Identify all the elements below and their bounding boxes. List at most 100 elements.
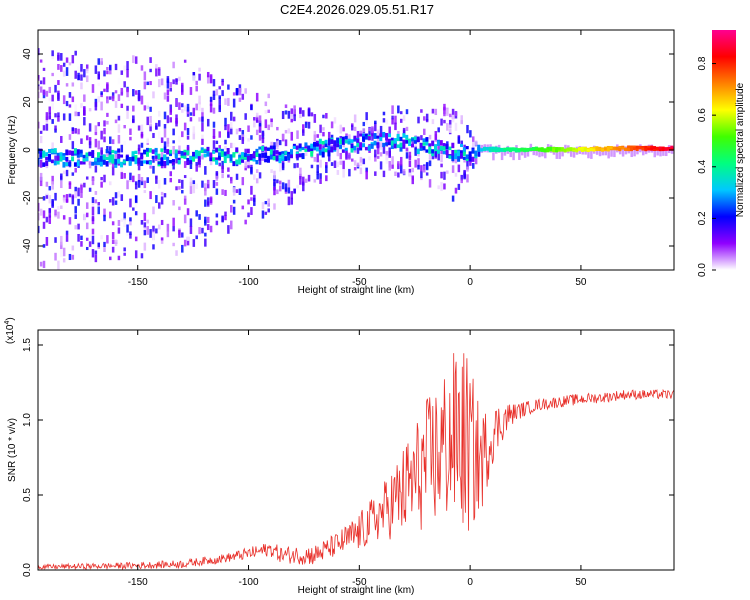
- spectrogram-cell: [304, 128, 308, 133]
- spectrogram-cell: [235, 159, 239, 165]
- spectrogram-cell: [85, 64, 89, 71]
- spectrogram-cell: [143, 242, 147, 251]
- spectrogram-cell: [180, 153, 184, 159]
- spectrogram-cell: [321, 140, 325, 145]
- spectrogram-cell: [120, 194, 124, 201]
- spectrogram-cell: [396, 144, 400, 148]
- spectrogram-cell: [181, 109, 184, 113]
- spectrogram-cell: [255, 160, 259, 165]
- spectrogram-cell: [500, 152, 504, 161]
- spectrogram-cell: [38, 212, 40, 221]
- spectrogram-cell: [68, 92, 72, 98]
- spectrogram-cell: [48, 186, 52, 191]
- spectrogram-cell: [230, 142, 233, 149]
- spectrogram-cell: [290, 131, 294, 141]
- spectrogram-cell: [201, 122, 204, 132]
- spectrogram-cell: [607, 150, 610, 159]
- spectrogram-cell: [172, 145, 175, 155]
- spectrogram-cell: [126, 69, 129, 78]
- spectrogram-cell: [258, 156, 262, 161]
- spectrogram-cell: [212, 135, 216, 140]
- spectrogram-cell: [443, 106, 446, 115]
- spectrogram-cell: [247, 165, 250, 169]
- spectrogram-cell: [178, 145, 181, 152]
- spectrogram-cell: [647, 145, 651, 149]
- spectrogram-cell: [250, 105, 253, 111]
- spectrogram-cell: [45, 156, 49, 161]
- spectrogram-cell: [134, 150, 138, 155]
- spectrogram-cell: [459, 144, 463, 148]
- spectrogram-cell: [635, 148, 639, 152]
- spectrogram-cell: [365, 167, 368, 173]
- spectrogram-cell: [197, 156, 201, 162]
- spectrogram-cell: [382, 111, 386, 116]
- spectrogram-cell: [255, 148, 259, 155]
- spectrogram-cell: [186, 208, 190, 216]
- spectrogram-cell: [431, 149, 435, 154]
- spectrogram-cell: [111, 166, 115, 176]
- spectrogram-cell: [38, 91, 40, 99]
- spectrogram-cell: [276, 189, 279, 195]
- spectrogram-cell: [503, 147, 507, 151]
- spectrogram-cell: [143, 105, 147, 111]
- spectrogram-cell: [65, 67, 69, 76]
- spectrogram-cell: [181, 103, 184, 108]
- spectrogram-cell: [60, 244, 63, 250]
- spectrogram-cell: [62, 161, 66, 168]
- spectrogram-cell: [149, 121, 152, 127]
- spectrogram-cell: [38, 86, 40, 91]
- spectrogram-cell: [140, 177, 144, 182]
- spectrogram-cell: [247, 138, 250, 142]
- spectrogram-cell: [247, 199, 250, 205]
- spectrogram-cell: [494, 147, 498, 151]
- spectrogram-cell: [431, 119, 435, 125]
- spectrogram-cell: [209, 74, 213, 84]
- spectrogram-cell: [299, 167, 302, 176]
- spectrogram-cell: [94, 125, 98, 133]
- spectrogram-cell: [472, 141, 475, 148]
- spectrogram-cell: [145, 160, 149, 165]
- spectrogram-cell: [60, 180, 63, 189]
- spectrogram-cell: [267, 198, 270, 207]
- spectrogram-cell: [80, 241, 83, 247]
- spectrogram-cell: [220, 151, 224, 158]
- spectrogram-cell: [183, 59, 187, 63]
- spectrogram-cell: [217, 155, 221, 160]
- spectrogram-cell: [351, 158, 354, 162]
- spectrogram-cell: [137, 96, 141, 102]
- spectrogram-cell: [157, 153, 161, 160]
- spectrogram-cell: [333, 160, 337, 169]
- spectrogram-cell: [152, 158, 155, 163]
- spectrogram-cell: [235, 163, 239, 167]
- spectrogram-cell: [655, 147, 659, 151]
- spectrogram-cell: [100, 91, 103, 95]
- spectrogram-cell: [399, 156, 403, 166]
- spectrogram-cell: [302, 129, 305, 136]
- spectrogram-cell: [221, 81, 224, 86]
- spectrogram-cell: [143, 71, 147, 81]
- spectrogram-cell: [217, 148, 221, 152]
- spectrogram-cell: [62, 155, 66, 161]
- spectrogram-cell: [218, 145, 221, 150]
- spectrogram-cell: [241, 130, 245, 137]
- spectrogram-cell: [287, 128, 291, 134]
- spectrogram-cell: [546, 146, 550, 150]
- spectrogram-cell: [134, 202, 138, 208]
- spectrogram-cell: [189, 163, 193, 169]
- spectrogram-cell: [318, 149, 322, 156]
- spectrogram-cell: [342, 160, 345, 170]
- spectrogram-cell: [454, 111, 458, 117]
- spectrogram-cell: [105, 149, 109, 154]
- spectrogram-cell: [293, 105, 296, 115]
- spectrogram-cell: [129, 128, 132, 135]
- spectrogram-cell: [316, 174, 319, 180]
- spectrogram-cell: [356, 139, 360, 143]
- spectrogram-cell: [71, 151, 75, 156]
- spectrogram-cell: [359, 145, 363, 151]
- spectrogram-cell: [446, 123, 449, 131]
- spectrogram-cell: [517, 149, 521, 153]
- spectrogram-cell: [62, 95, 66, 105]
- spectrogram-cell: [212, 107, 216, 114]
- spectrogram-cell: [339, 152, 342, 160]
